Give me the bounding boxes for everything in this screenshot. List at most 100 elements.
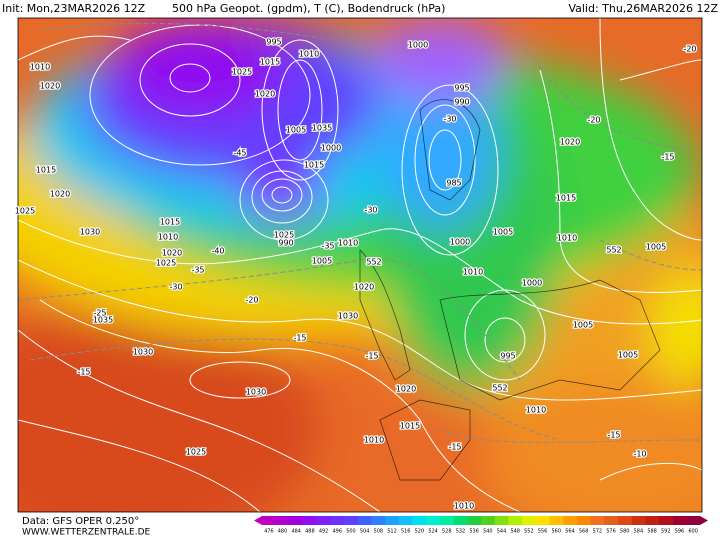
scale-swatch bbox=[412, 516, 427, 525]
isobar-label: 1025 bbox=[186, 448, 206, 457]
map-title: 500 hPa Geopot. (gpdm), T (C), Bodendruc… bbox=[172, 2, 445, 15]
isobar-label: 1005 bbox=[286, 126, 306, 135]
isobar-label: 1025 bbox=[274, 231, 294, 240]
isobar-label: 1020 bbox=[162, 249, 182, 258]
scale-label: 532 bbox=[456, 529, 466, 535]
isobar-label: 1005 bbox=[312, 257, 332, 266]
isobar-label: 1020 bbox=[560, 138, 580, 147]
scale-arrow-right bbox=[700, 516, 708, 525]
scale-label: 488 bbox=[305, 529, 315, 535]
scale-swatch bbox=[481, 516, 495, 525]
color-scale: 476 480 484 488 492 496 500 504 508 512 516 520 524 5… bbox=[254, 516, 708, 535]
scale-label: 600 bbox=[688, 529, 698, 535]
valid-time: Valid: Thu,26MAR2026 12Z bbox=[568, 2, 718, 15]
isobar-label: -15 bbox=[448, 443, 461, 452]
isobar-label: -30 bbox=[364, 206, 377, 215]
isobar-label: 1020 bbox=[50, 190, 70, 199]
isobar-label: 1000 bbox=[522, 279, 542, 288]
scale-label: 552 bbox=[524, 529, 534, 535]
scale-label: 540 bbox=[483, 529, 493, 535]
scale-swatch bbox=[357, 516, 372, 525]
isobar-label: 1010 bbox=[364, 436, 384, 445]
scale-label: 528 bbox=[442, 529, 452, 535]
isobar-label: 552 bbox=[606, 246, 621, 255]
isobar-label: 1005 bbox=[573, 321, 593, 330]
scale-label: 524 bbox=[428, 529, 438, 535]
isobar-label: 1035 bbox=[93, 316, 113, 325]
scale-label: 516 bbox=[401, 529, 411, 535]
isobar-label: -40 bbox=[211, 247, 224, 256]
scale-label: 568 bbox=[579, 529, 589, 535]
scale-label: 548 bbox=[510, 529, 520, 535]
isobar-label: -30 bbox=[443, 115, 456, 124]
isobar-label: -15 bbox=[77, 368, 90, 377]
scale-swatch bbox=[549, 516, 564, 525]
scale-swatch bbox=[645, 516, 660, 525]
scale-label: 560 bbox=[552, 529, 562, 535]
isobar-label: -30 bbox=[169, 283, 182, 292]
scale-swatch bbox=[617, 516, 632, 525]
scale-swatch bbox=[262, 516, 276, 525]
scale-swatch bbox=[508, 516, 523, 525]
scale-label: 504 bbox=[360, 529, 370, 535]
isobar-label: 1010 bbox=[338, 239, 358, 248]
scale-swatch bbox=[590, 516, 605, 525]
scale-label: 588 bbox=[647, 529, 657, 535]
scale-arrow-left bbox=[254, 516, 262, 525]
isobar-label: 1005 bbox=[493, 228, 513, 237]
scale-swatch bbox=[398, 516, 413, 525]
scale-swatch bbox=[275, 516, 290, 525]
isobar-label: 1020 bbox=[354, 283, 374, 292]
isobar-label: -10 bbox=[633, 450, 646, 459]
isobar-label: -45 bbox=[233, 149, 246, 158]
isobar-label: 1030 bbox=[338, 312, 358, 321]
scale-label: 512 bbox=[387, 529, 397, 535]
isobar-label: 1020 bbox=[255, 90, 275, 99]
isobar-label: 1010 bbox=[463, 268, 483, 277]
scale-swatch bbox=[439, 516, 454, 525]
isobar-label: 1015 bbox=[400, 422, 420, 431]
isobar-label: 552 bbox=[366, 258, 381, 267]
isobar-label: 990 bbox=[278, 239, 293, 248]
isobar-label: -15 bbox=[365, 352, 378, 361]
isobar-label: -15 bbox=[293, 334, 306, 343]
isobar-label: 1000 bbox=[450, 238, 470, 247]
scale-swatch bbox=[658, 516, 673, 525]
scale-swatch bbox=[686, 516, 701, 525]
isobar-label: 1000 bbox=[321, 144, 341, 153]
isobar-label: 1015 bbox=[260, 58, 280, 67]
isobar-label: 1025 bbox=[156, 259, 176, 268]
isobar-label: 1010 bbox=[526, 406, 546, 415]
isobar-label: 1030 bbox=[133, 348, 153, 357]
scale-label: 576 bbox=[606, 529, 616, 535]
isobar-label: 1010 bbox=[30, 63, 50, 72]
isobar-label: 1020 bbox=[40, 82, 60, 91]
isobar-label: 995 bbox=[500, 352, 515, 361]
scale-swatch bbox=[371, 516, 386, 525]
scale-label: 580 bbox=[620, 529, 630, 535]
scale-swatch bbox=[604, 516, 619, 525]
isobar-label: 1010 bbox=[557, 234, 577, 243]
isobar-label: 1015 bbox=[556, 194, 576, 203]
website: WWW.WETTERZENTRALE.DE bbox=[22, 528, 151, 536]
isobar-label: 1015 bbox=[304, 161, 324, 170]
scale-label: 564 bbox=[565, 529, 575, 535]
scale-swatch bbox=[289, 516, 304, 525]
isobar-label: -35 bbox=[191, 266, 204, 275]
isobar-label: 1010 bbox=[158, 233, 178, 242]
scale-swatch bbox=[316, 516, 331, 525]
isobar-label: 1000 bbox=[408, 41, 428, 50]
isobar-label: 995 bbox=[454, 84, 469, 93]
scale-label: 508 bbox=[374, 529, 384, 535]
scale-swatch bbox=[563, 516, 578, 525]
scale-swatch bbox=[672, 516, 687, 525]
isobar-label: -20 bbox=[587, 116, 600, 125]
isobar-label: 1025 bbox=[232, 68, 252, 77]
scale-swatch bbox=[330, 516, 345, 525]
isobar-label: 1030 bbox=[246, 388, 266, 397]
map-area bbox=[18, 18, 702, 512]
scale-swatch bbox=[426, 516, 441, 525]
data-source: Data: GFS OPER 0.250° bbox=[22, 516, 139, 527]
scale-swatch bbox=[453, 516, 468, 525]
